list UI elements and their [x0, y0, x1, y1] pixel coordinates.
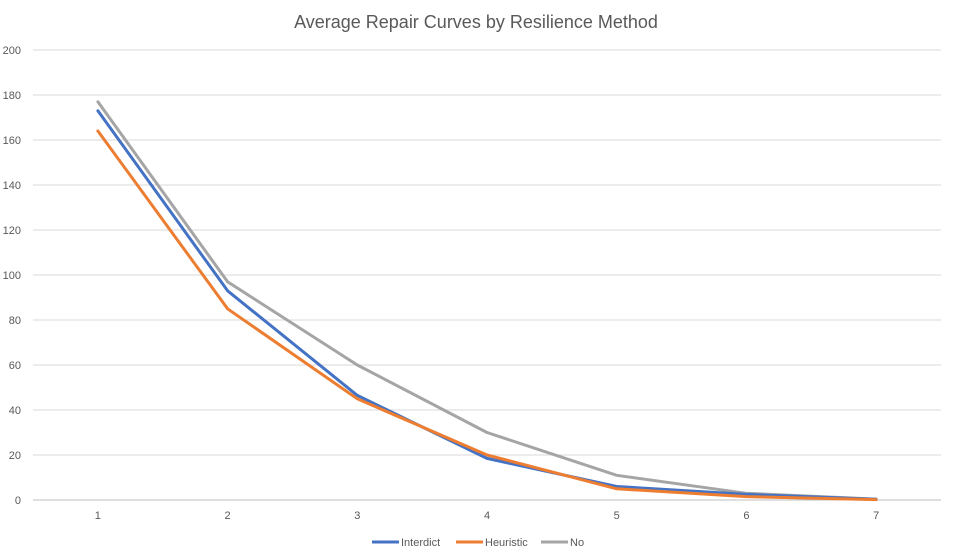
x-tick-label: 6 — [743, 510, 749, 522]
y-tick-label: 180 — [3, 90, 21, 102]
legend-label-interdict: Interdict — [401, 537, 440, 549]
y-tick-label: 40 — [9, 405, 21, 417]
legend: Interdict Heuristic No — [372, 537, 584, 549]
y-tick-label: 80 — [9, 315, 21, 327]
x-axis-ticks: 1 2 3 4 5 6 7 — [95, 510, 879, 522]
x-tick-label: 4 — [484, 510, 490, 522]
series-line-no — [96, 100, 878, 501]
y-tick-label: 100 — [3, 270, 21, 282]
x-tick-label: 7 — [873, 510, 879, 522]
y-tick-label: 200 — [3, 45, 21, 57]
y-tick-label: 0 — [15, 495, 21, 507]
y-axis-ticks: 0 20 40 60 80 100 120 140 160 180 200 — [3, 45, 21, 507]
x-tick-label: 1 — [95, 510, 101, 522]
y-tick-label: 120 — [3, 225, 21, 237]
legend-label-no: No — [570, 537, 584, 549]
chart-title: Average Repair Curves by Resilience Meth… — [294, 12, 658, 32]
series-line-interdict — [96, 109, 878, 501]
y-tick-label: 160 — [3, 135, 21, 147]
series-line-heuristic — [96, 129, 878, 502]
y-tick-label: 140 — [3, 180, 21, 192]
y-tick-label: 60 — [9, 360, 21, 372]
legend-label-heuristic: Heuristic — [485, 537, 528, 549]
y-tick-label: 20 — [9, 450, 21, 462]
x-tick-label: 5 — [614, 510, 620, 522]
series-lines — [96, 100, 878, 502]
x-tick-label: 3 — [354, 510, 360, 522]
x-tick-label: 2 — [225, 510, 231, 522]
